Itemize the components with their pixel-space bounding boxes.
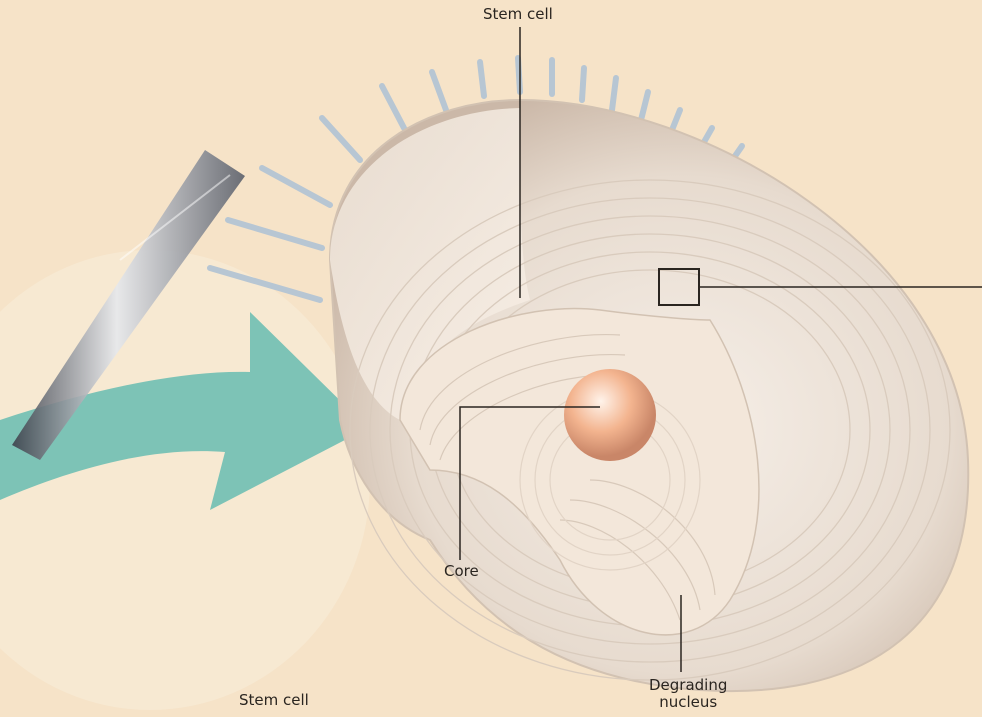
label-stem-cell-bottom: Stem cell bbox=[239, 691, 309, 709]
label-core: Core bbox=[444, 562, 479, 580]
label-degrading-line2: nucleus bbox=[659, 693, 718, 711]
zoom-square bbox=[658, 268, 700, 306]
label-degrading-nucleus: Degrading nucleus bbox=[649, 677, 727, 711]
core-sphere bbox=[564, 369, 656, 461]
curved-arrow bbox=[0, 312, 368, 510]
leader-lines bbox=[459, 27, 982, 672]
label-stem-cell-top: Stem cell bbox=[483, 5, 553, 23]
inner-swirl bbox=[399, 307, 760, 636]
label-degrading-line1: Degrading bbox=[649, 676, 728, 694]
pipette-needle bbox=[12, 150, 245, 460]
